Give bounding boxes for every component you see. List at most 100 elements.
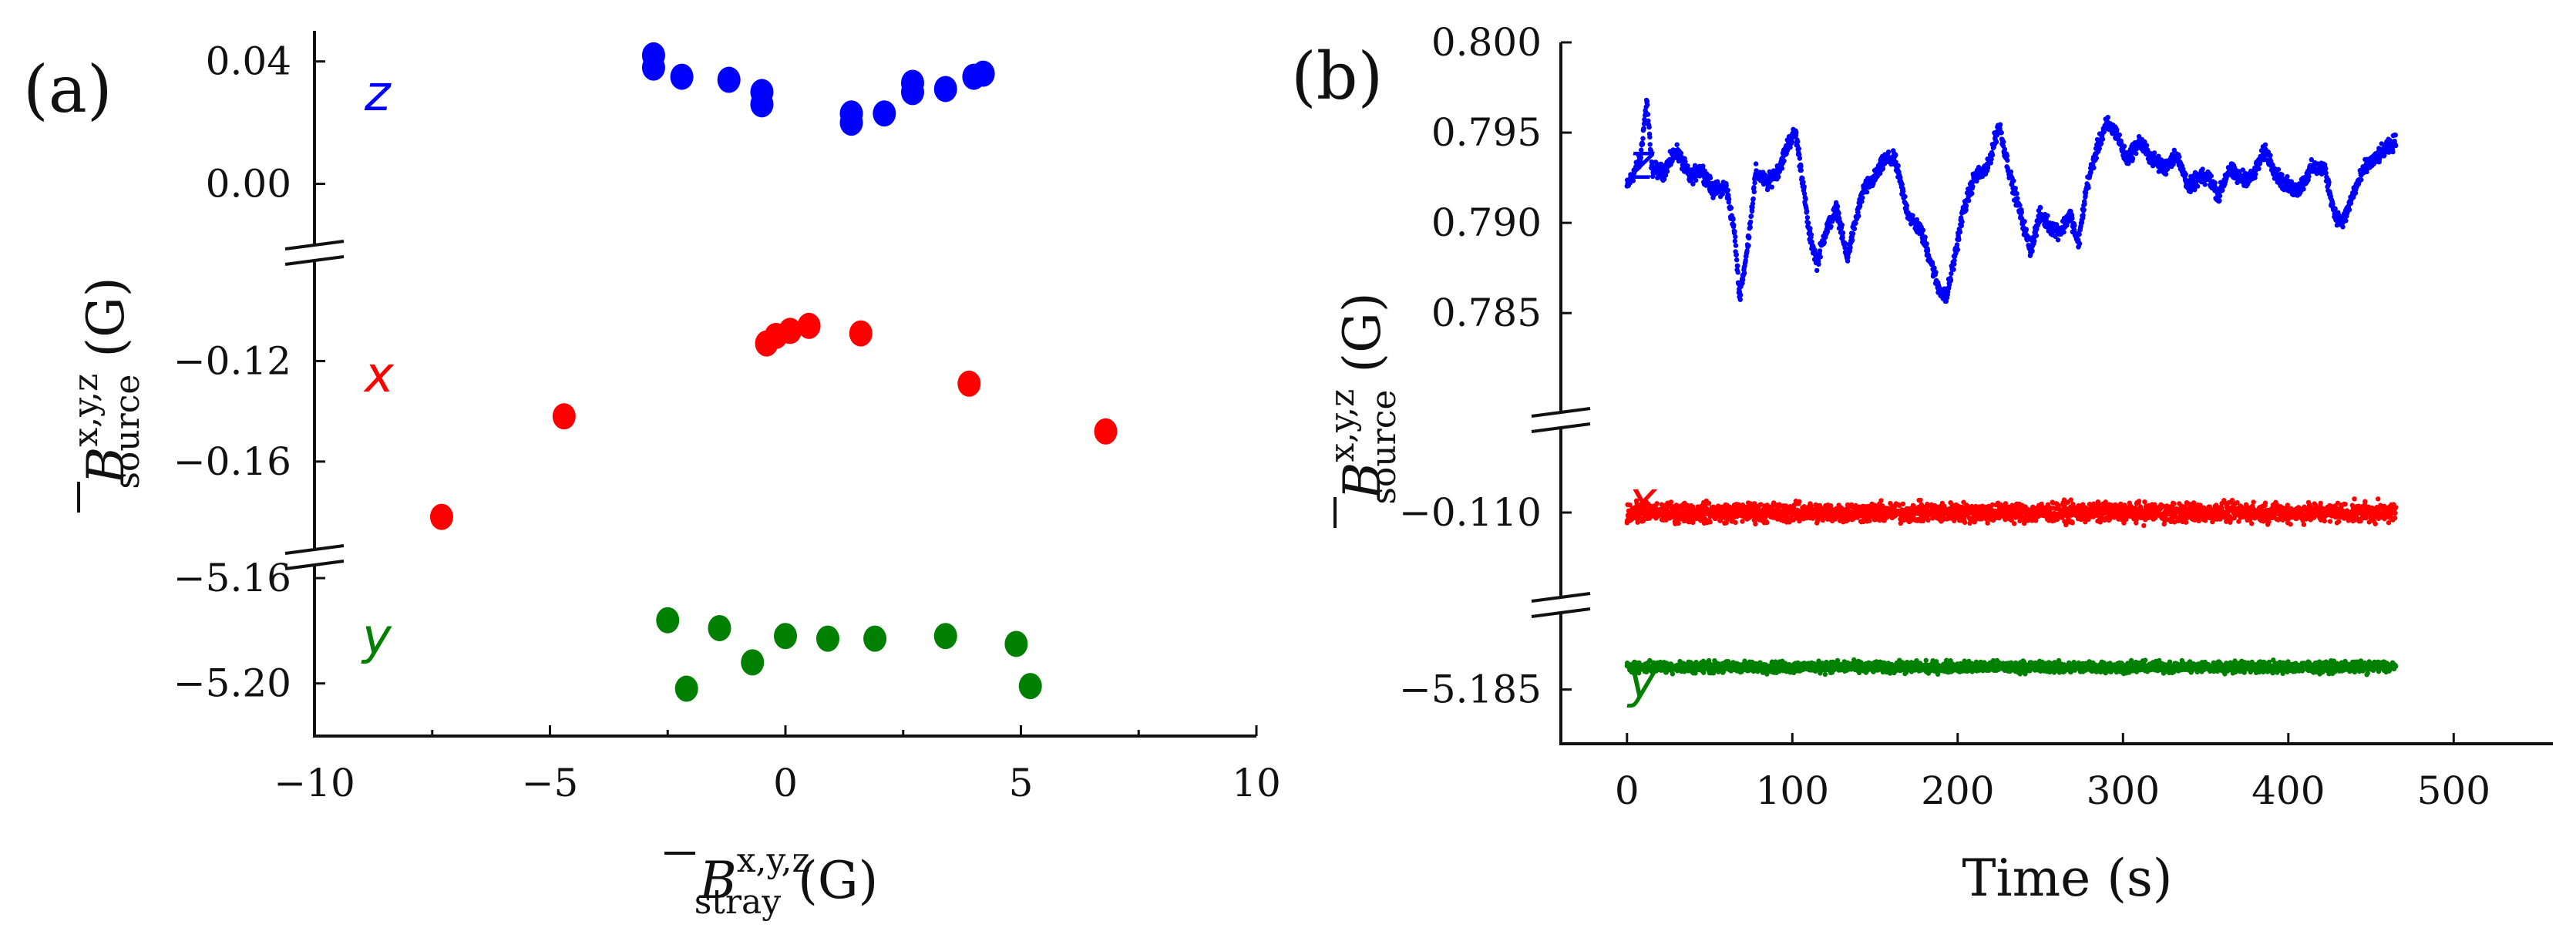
panel-b-point-z xyxy=(1801,191,1808,197)
panel-b-point-z xyxy=(1809,239,1814,245)
panel-b-point-z xyxy=(2217,193,2223,199)
panel-b-point-z xyxy=(1769,184,1774,190)
panel-a-ylabel-subscript: source xyxy=(108,375,147,489)
panel-b-y-tick-label: 0.785 xyxy=(1431,291,1542,335)
panel-b-point-z xyxy=(1816,261,1821,267)
panel-a-x-ticks: −10 −5 0 5 10 xyxy=(274,725,1281,805)
panel-b-point-z xyxy=(2194,183,2201,189)
panel-a-x-tick-label: −10 xyxy=(274,761,355,805)
panel-b-point-z xyxy=(1803,197,1808,202)
panel-b-point-z xyxy=(1725,187,1730,193)
panel-b-point-z xyxy=(2343,218,2349,224)
panel-a-point-z xyxy=(971,60,995,87)
panel-b-point-z xyxy=(1988,160,1993,166)
panel-b-point-z xyxy=(1895,163,1901,169)
panel-b-point-z xyxy=(1817,248,1823,254)
panel-b-point-z xyxy=(2188,189,2194,195)
panel-b-point-z xyxy=(1834,203,1841,209)
panel-b-point-x xyxy=(1820,517,1826,523)
panel-b-point-z xyxy=(1914,217,1920,223)
panel-b-point-x xyxy=(1758,502,1764,507)
panel-b-point-z xyxy=(2393,133,2398,138)
panel-b-point-z xyxy=(1797,156,1803,161)
panel-b-point-z xyxy=(1836,210,1841,216)
panel-b-point-z xyxy=(2200,166,2205,172)
panel-b-point-z xyxy=(2177,154,2182,160)
panel-b-point-z xyxy=(2171,147,2177,153)
panel-b-y-tick-label: −5.185 xyxy=(1399,667,1542,712)
panel-b-point-z xyxy=(1848,244,1853,250)
panel-b-point-z xyxy=(1746,243,1751,248)
panel-b-point-z xyxy=(1989,156,1994,162)
panel-b-point-z xyxy=(2279,172,2285,177)
panel-b-point-z xyxy=(2114,127,2120,133)
panel-b-point-z xyxy=(1955,247,1961,253)
panel-b-point-z xyxy=(1814,267,1820,274)
panel-b-point-z xyxy=(1734,252,1739,257)
panel-b-point-z xyxy=(1750,196,1756,202)
panel-b-point-z xyxy=(1893,153,1898,158)
panel-b-point-z xyxy=(1933,270,1939,275)
panel-a-point-y xyxy=(656,607,680,634)
panel-b-x-tick-label: 200 xyxy=(1921,768,1994,813)
panel-b-point-z xyxy=(2077,240,2083,247)
panel-b-point-z xyxy=(1828,224,1834,230)
panel-b-point-z xyxy=(2192,187,2198,193)
panel-b-point-z xyxy=(1630,178,1636,183)
panel-b-point-z xyxy=(2332,206,2338,211)
panel-b-point-z xyxy=(2045,213,2050,218)
panel-b-point-z xyxy=(2144,143,2150,148)
panel-b-point-z xyxy=(1885,150,1892,155)
panel-b-point-x xyxy=(2183,519,2189,525)
panel-b-x-ticks: 0 100 200 300 400 500 xyxy=(1615,733,2490,813)
panel-b-point-z xyxy=(1742,271,1747,276)
panel-b-point-z xyxy=(1859,199,1865,204)
panel-b-point-z xyxy=(1957,229,1963,235)
panel-b-point-x xyxy=(1867,518,1872,523)
panel-b-point-z xyxy=(1954,242,1960,247)
panel-b-point-z xyxy=(2285,173,2290,180)
panel-b-point-x xyxy=(1673,503,1680,508)
panel-a-point-z xyxy=(670,63,694,90)
panel-b-point-z xyxy=(1904,203,1909,208)
panel-b-point-z xyxy=(1641,126,1646,131)
panel-a-point-x xyxy=(429,503,453,530)
panel-b-point-z xyxy=(1901,189,1906,194)
panel-a-point-y xyxy=(741,649,765,676)
panel-b-point-z xyxy=(1747,234,1752,240)
panel-b-point-z xyxy=(1732,229,1737,234)
panel-b-point-z xyxy=(1808,232,1814,237)
panel-b-point-z xyxy=(1969,190,1975,197)
panel-a-ylabel-unit: (G) xyxy=(76,277,136,357)
panel-b-point-x xyxy=(1764,519,1770,526)
panel-b-point-z xyxy=(1850,230,1856,237)
panel-b-point-z xyxy=(1683,159,1688,164)
panel-b-point-z xyxy=(2364,169,2369,175)
panel-b-point-z xyxy=(1727,197,1732,202)
panel-a-y-tick-label: −0.16 xyxy=(173,439,291,484)
panel-b-point-z xyxy=(2256,166,2262,172)
panel-b-point-z xyxy=(2098,140,2104,146)
panel-b-point-z xyxy=(2121,149,2127,154)
panel-b-point-z xyxy=(1749,208,1755,214)
panel-b-point-z xyxy=(1951,267,1956,272)
panel-b-point-z xyxy=(2097,146,2102,151)
panel-b-point-x xyxy=(1640,518,1646,523)
panel-a-point-x xyxy=(957,370,981,397)
panel-b-point-x xyxy=(1797,518,1802,524)
panel-b-point-z xyxy=(2390,149,2396,155)
panel-b-point-z xyxy=(1842,240,1848,246)
panel-b-point-z xyxy=(1685,163,1690,169)
panel-b-point-z xyxy=(1789,139,1795,145)
panel-b-point-z xyxy=(1858,203,1863,209)
panel-b-point-z xyxy=(2014,191,2019,197)
panel-b-point-z xyxy=(1720,191,1725,197)
panel-b-point-z xyxy=(2352,190,2359,196)
panel-b-point-z xyxy=(2019,210,2024,215)
panel-a-point-z xyxy=(717,66,741,93)
panel-b-point-x xyxy=(2136,499,2142,504)
panel-a-xlabel-subscript: stray xyxy=(694,882,782,922)
panel-b-point-z xyxy=(1747,224,1753,230)
panel-b-point-z xyxy=(2015,196,2020,201)
